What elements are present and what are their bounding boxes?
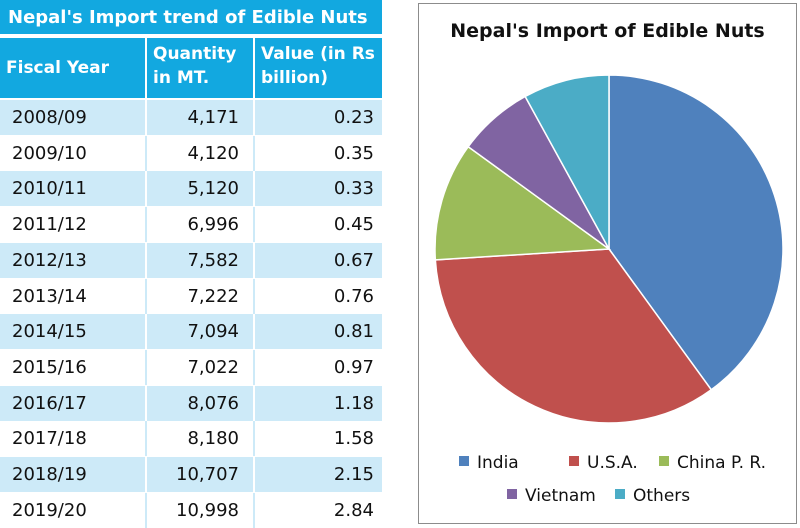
pie-chart-panel: Nepal's Import of Edible Nuts India U.S.A… <box>418 3 797 524</box>
legend-label: Others <box>633 486 691 506</box>
cell-quantity: 4,120 <box>145 135 251 171</box>
header-value: Value (in Rs billion) <box>253 38 382 98</box>
pie-slice-india <box>608 74 784 391</box>
legend-item: China P. R. <box>659 453 766 473</box>
table-row: 2017/18 8,180 1.58 <box>0 421 382 457</box>
pie-slice-u-s-a <box>434 248 713 424</box>
cell-fiscal-year: 2017/18 <box>12 428 87 450</box>
table-row: 2010/11 5,120 0.33 <box>0 171 382 207</box>
cell-quantity: 10,998 <box>145 492 251 528</box>
cell-fiscal-year: 2010/11 <box>12 178 87 200</box>
pie-chart <box>434 74 784 424</box>
table-header: Fiscal Year Quantity in MT. Value (in Rs… <box>0 38 382 98</box>
cell-value: 0.67 <box>253 242 382 278</box>
cell-value: 1.58 <box>253 421 382 457</box>
table-row: 2018/19 10,707 2.15 <box>0 457 382 492</box>
cell-value: 2.15 <box>253 457 382 492</box>
cell-fiscal-year: 2008/09 <box>12 107 87 128</box>
cell-quantity: 4,171 <box>145 100 251 135</box>
cell-value: 0.33 <box>253 171 382 207</box>
legend-item: Vietnam <box>507 486 596 506</box>
table-row: 2019/20 10,998 2.84 <box>0 492 382 528</box>
cell-quantity: 5,120 <box>145 171 251 207</box>
legend-item: India <box>459 453 519 473</box>
cell-value: 2.84 <box>253 492 382 528</box>
legend-item: Others <box>615 486 690 506</box>
table-row: 2012/13 7,582 0.67 <box>0 242 382 278</box>
table-row: 2009/10 4,120 0.35 <box>0 135 382 171</box>
legend-label: India <box>477 453 519 473</box>
cell-fiscal-year: 2013/14 <box>12 285 87 307</box>
cell-quantity: 7,022 <box>145 349 251 385</box>
cell-fiscal-year: 2015/16 <box>12 356 87 378</box>
chart-title: Nepal's Import of Edible Nuts <box>450 20 765 42</box>
cell-quantity: 8,180 <box>145 421 251 457</box>
cell-quantity: 10,707 <box>145 457 251 492</box>
cell-quantity: 6,996 <box>145 207 251 243</box>
cell-quantity: 7,582 <box>145 242 251 278</box>
cell-quantity: 7,222 <box>145 278 251 314</box>
cell-value: 0.23 <box>253 100 382 135</box>
legend-swatch <box>615 489 625 499</box>
legend-label: China P. R. <box>677 453 766 473</box>
cell-quantity: 7,094 <box>145 314 251 350</box>
cell-value: 1.18 <box>253 385 382 421</box>
cell-quantity: 8,076 <box>145 385 251 421</box>
cell-fiscal-year: 2014/15 <box>12 321 87 343</box>
pie-slice-others <box>524 74 610 250</box>
cell-fiscal-year: 2018/19 <box>12 464 87 485</box>
legend-swatch <box>659 456 669 466</box>
header-quantity: Quantity in MT. <box>145 38 251 98</box>
table-title: Nepal's Import trend of Edible Nuts <box>0 0 382 36</box>
cell-fiscal-year: 2019/20 <box>12 499 87 521</box>
legend-label: U.S.A. <box>587 453 638 473</box>
table-row: 2011/12 6,996 0.45 <box>0 207 382 243</box>
cell-fiscal-year: 2012/13 <box>12 249 87 271</box>
cell-value: 0.35 <box>253 135 382 171</box>
table-row: 2008/09 4,171 0.23 <box>0 100 382 135</box>
legend-label: Vietnam <box>525 486 596 506</box>
cell-fiscal-year: 2016/17 <box>12 392 87 414</box>
pie-slice-china-p-r <box>434 145 612 261</box>
table-row: 2013/14 7,222 0.76 <box>0 278 382 314</box>
header-fiscal-year: Fiscal Year <box>6 58 109 78</box>
cell-fiscal-year: 2011/12 <box>12 214 87 236</box>
legend-swatch <box>569 456 579 466</box>
table-row: 2016/17 8,076 1.18 <box>0 385 382 421</box>
legend-swatch <box>459 456 469 466</box>
legend-swatch <box>507 489 517 499</box>
import-trend-table: Nepal's Import trend of Edible Nuts Fisc… <box>0 0 382 528</box>
table-row: 2014/15 7,094 0.81 <box>0 314 382 350</box>
table-row: 2015/16 7,022 0.97 <box>0 349 382 385</box>
cell-value: 0.76 <box>253 278 382 314</box>
legend-item: U.S.A. <box>569 453 638 473</box>
cell-value: 0.97 <box>253 349 382 385</box>
cell-fiscal-year: 2009/10 <box>12 142 87 164</box>
cell-value: 0.81 <box>253 314 382 350</box>
cell-value: 0.45 <box>253 207 382 243</box>
